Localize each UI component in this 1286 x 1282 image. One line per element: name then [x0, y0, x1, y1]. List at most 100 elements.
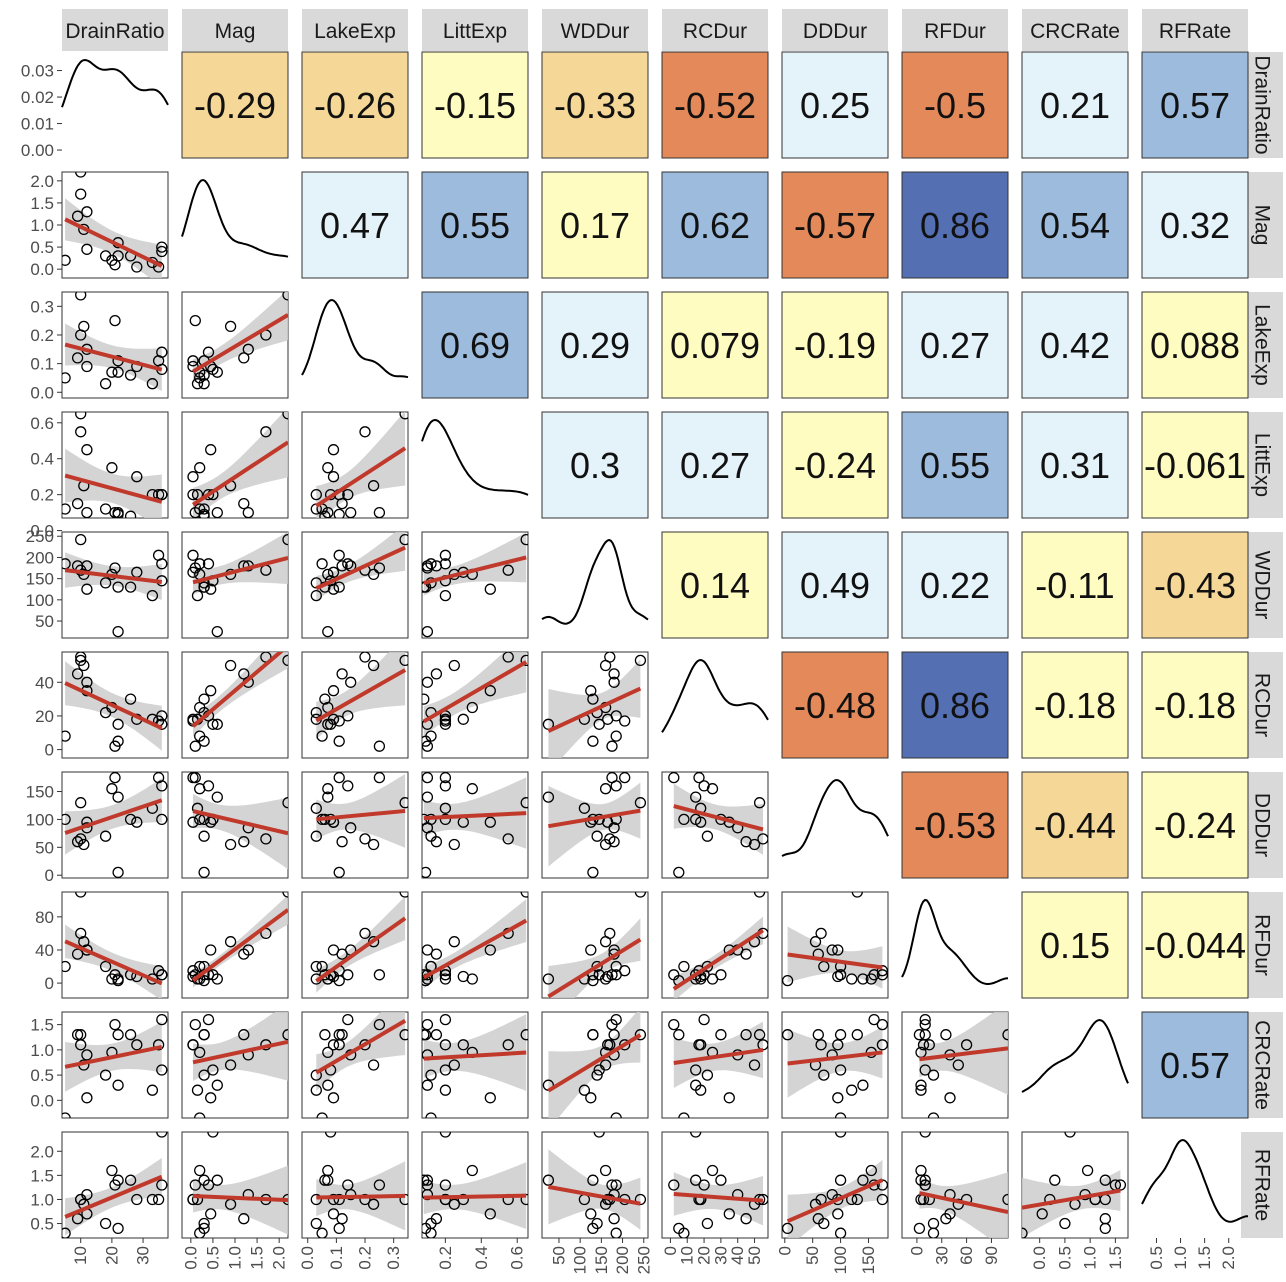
data-point [587, 1029, 599, 1041]
x-tick-label: 0.5 [1147, 1246, 1166, 1270]
data-point [599, 659, 612, 672]
density-curve [181, 178, 289, 258]
y-tick-label: 0.03 [21, 62, 54, 81]
data-point [310, 1084, 322, 1096]
x-tick-label: 0.0 [181, 1246, 200, 1270]
data-point [333, 772, 345, 784]
correlation-value: -0.044 [1144, 925, 1246, 966]
panel-lakeexp-mag [181, 291, 289, 399]
panel-wddur-rcdur: 0.14 [661, 531, 769, 639]
data-point [422, 735, 432, 747]
data-point [71, 352, 84, 364]
fit-line [316, 1193, 406, 1200]
data-point [587, 866, 599, 878]
data-point [701, 1069, 714, 1081]
data-point [868, 1013, 880, 1026]
correlation-tile [661, 51, 769, 159]
data-point [619, 1039, 631, 1051]
data-point [238, 1029, 250, 1041]
data-point [282, 654, 288, 667]
panel-littexp-rfrate: -0.061 [1141, 411, 1249, 519]
data-point [585, 944, 597, 956]
data-point [439, 813, 452, 826]
panel-rfrate-drainratio [61, 1131, 169, 1239]
column-header-rfdur: RFDur [902, 9, 1008, 51]
scatter-plot-area [913, 1012, 1008, 1118]
data-point [106, 462, 118, 474]
panel-crcrate-rfrate: 0.57 [1141, 1011, 1249, 1119]
confidence-band [1022, 1170, 1121, 1238]
fit-line [192, 1193, 288, 1203]
data-point [198, 1069, 210, 1081]
x-tick-label: 1.0 [226, 1246, 245, 1270]
fit-line [64, 342, 163, 372]
data-point [75, 533, 87, 546]
scatter-plot-area [668, 1013, 768, 1118]
fit-line [422, 918, 528, 980]
panel-wddur-mag [181, 531, 289, 639]
correlation-value: 0.29 [560, 325, 630, 366]
data-point [156, 969, 168, 981]
panel-mag-rfrate: 0.32 [1141, 171, 1249, 279]
column-header-strip [1022, 9, 1128, 51]
confidence-band [193, 652, 288, 737]
fit-line [191, 908, 288, 982]
panel-rfrate-lakeexp [301, 1131, 409, 1239]
panel-dddur-littexp [421, 771, 529, 879]
correlation-tile [901, 771, 1009, 879]
data-point [439, 589, 452, 602]
y-tick-label: 0.0 [30, 522, 54, 541]
data-point [367, 568, 380, 581]
data-point [587, 693, 599, 705]
panel-dddur-mag [181, 771, 289, 879]
panel-wddur-wddur [541, 538, 649, 625]
y-axis-crcrate: 0.0 0.5 1.0 1.5 [30, 1016, 62, 1110]
x-tick-label: 0.4 [472, 1246, 491, 1270]
data-point [224, 936, 237, 948]
data-point [198, 1222, 210, 1235]
panel-dddur-lakeexp [301, 771, 409, 879]
correlation-value: -0.15 [434, 85, 516, 126]
x-axis-mag: 0.0 0.5 1.0 1.5 2.0 [181, 1238, 289, 1270]
data-point [359, 927, 371, 940]
correlation-tile [781, 651, 889, 759]
data-point [673, 1029, 685, 1041]
correlation-tile [1141, 171, 1249, 279]
data-point [81, 506, 93, 518]
panel-wddur-lakeexp [301, 531, 409, 639]
data-point [187, 549, 199, 561]
data-point [146, 589, 159, 602]
data-point [944, 1208, 956, 1220]
fit-line [423, 555, 527, 585]
data-point [342, 780, 354, 792]
confidence-band [193, 1165, 288, 1235]
data-point [112, 1222, 124, 1235]
data-point [62, 730, 71, 742]
scatter-plot-area [542, 1132, 647, 1238]
data-point [634, 1029, 647, 1041]
correlation-value: -0.57 [794, 205, 876, 246]
x-tick-label: 0.2 [356, 1246, 375, 1270]
data-point [439, 802, 452, 814]
density-curve [781, 778, 889, 857]
fit-line [192, 555, 288, 585]
data-point [367, 659, 380, 672]
data-point [109, 772, 121, 784]
data-point [322, 783, 334, 795]
data-point [439, 718, 452, 730]
data-point [690, 969, 702, 981]
x-tick-label: 90 [982, 1246, 1001, 1265]
data-point [191, 378, 204, 390]
data-point [333, 549, 345, 561]
data-point [520, 533, 528, 546]
data-point [851, 892, 863, 898]
data-point [106, 1164, 118, 1177]
data-point [316, 558, 328, 570]
y-tick-label: 0.2 [30, 486, 54, 505]
y-axis-drainratio: 0.00 0.01 0.02 0.03 [21, 62, 62, 160]
correlation-tile [1141, 1011, 1249, 1119]
data-point [359, 426, 371, 438]
column-header-label: LittExp [443, 20, 507, 43]
y-tick-label: 0 [45, 741, 54, 760]
scatter-plot-area [62, 892, 168, 998]
